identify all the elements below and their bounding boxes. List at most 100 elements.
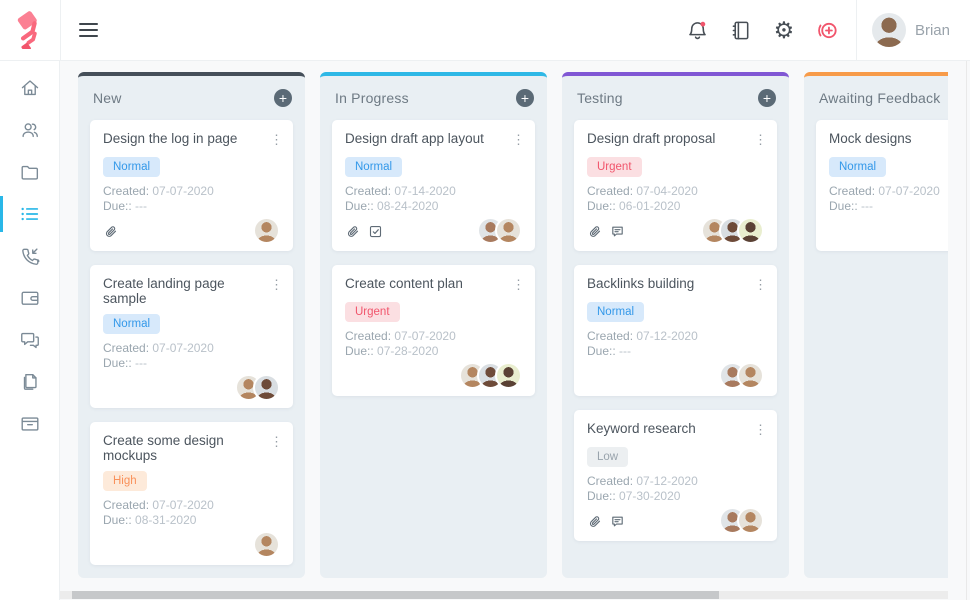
horizontal-scrollbar[interactable]: [60, 591, 970, 599]
created-date: 07-14-2020: [394, 184, 456, 198]
topbar: Brian: [0, 0, 970, 61]
due-label: Due::: [587, 344, 616, 358]
card-title: Design the log in page: [103, 131, 238, 146]
sidebar-item-chat[interactable]: [0, 319, 59, 361]
due-label: Due::: [587, 489, 616, 503]
user-name: Brian: [914, 21, 950, 39]
created-date: 07-04-2020: [636, 184, 698, 198]
notebook-icon[interactable]: [728, 17, 754, 43]
card-title: Create content plan: [345, 276, 463, 291]
priority-badge: Normal: [345, 157, 403, 177]
sidebar: [0, 60, 60, 600]
folder-icon: [21, 165, 38, 180]
notifications-bell-icon[interactable]: [685, 17, 711, 43]
user-menu[interactable]: Brian: [855, 0, 970, 60]
due-label: Due::: [345, 199, 374, 213]
comments-icon: [612, 516, 623, 527]
created-label: Created:: [103, 184, 150, 198]
home-icon: [21, 80, 38, 96]
menu-toggle-icon[interactable]: [79, 23, 98, 37]
task-card[interactable]: Mock designs Normal Created: 07-07-2020 …: [816, 120, 948, 251]
due-label: Due::: [345, 344, 374, 358]
column-in-progress: In Progress Design draft app layout Norm…: [320, 72, 547, 578]
task-card[interactable]: Design the log in page Normal Created: 0…: [90, 120, 293, 251]
card-menu-icon[interactable]: [270, 131, 280, 149]
avatar: [495, 217, 522, 244]
due-date: 08-24-2020: [377, 199, 439, 213]
task-card[interactable]: Create some design mockups High Created:…: [90, 422, 293, 565]
card-menu-icon[interactable]: [754, 131, 764, 149]
created-date: 07-07-2020: [152, 498, 214, 512]
settings-gear-icon[interactable]: [771, 17, 797, 43]
add-card-button[interactable]: [758, 89, 776, 107]
sidebar-item-documents[interactable]: [0, 361, 59, 403]
due-label: Due::: [103, 513, 132, 527]
add-card-button[interactable]: [516, 89, 534, 107]
created-date: 07-12-2020: [636, 474, 698, 488]
contacts-icon: [21, 123, 38, 138]
due-date: 08-31-2020: [135, 513, 197, 527]
archive-icon: [21, 417, 38, 431]
attachment-icon: [347, 226, 359, 237]
sidebar-item-home[interactable]: [0, 67, 59, 109]
task-card[interactable]: Backlinks building Normal Created: 07-12…: [574, 265, 777, 396]
sidebar-item-projects[interactable]: [0, 151, 59, 193]
due-date: ---: [135, 199, 148, 213]
created-label: Created:: [587, 184, 634, 198]
app-logo-icon: [17, 11, 37, 49]
sidebar-item-archive[interactable]: [0, 403, 59, 445]
task-card[interactable]: Keyword research Low Created: 07-12-2020…: [574, 410, 777, 541]
due-date: 07-30-2020: [619, 489, 681, 503]
avatar: [737, 507, 764, 534]
card-menu-icon[interactable]: [512, 131, 522, 149]
sidebar-item-tasks[interactable]: [0, 193, 59, 235]
due-label: Due::: [829, 199, 858, 213]
attachment-icon: [105, 226, 117, 237]
priority-badge: Normal: [103, 157, 161, 177]
created-date: 07-07-2020: [394, 329, 456, 343]
board-columns: New Design the log in page Normal Create…: [78, 72, 948, 582]
app-logo[interactable]: [0, 0, 61, 60]
due-label: Due::: [103, 356, 132, 370]
due-date: ---: [861, 199, 874, 213]
priority-badge: Normal: [103, 314, 161, 334]
horizontal-scrollbar-thumb[interactable]: [72, 591, 719, 599]
card-menu-icon[interactable]: [512, 276, 522, 294]
card-title: Mock designs: [829, 131, 912, 146]
due-date: ---: [135, 356, 148, 370]
card-menu-icon[interactable]: [270, 433, 280, 451]
due-label: Due::: [587, 199, 616, 213]
comments-icon: [612, 226, 623, 237]
quick-add-icon[interactable]: [814, 17, 840, 43]
created-date: 07-07-2020: [152, 184, 214, 198]
priority-badge: Urgent: [587, 157, 642, 177]
priority-badge: Low: [587, 447, 629, 467]
sidebar-item-payments[interactable]: [0, 277, 59, 319]
column-title: Testing: [577, 90, 623, 106]
avatar: [495, 362, 522, 389]
tasks-list-icon: [20, 207, 38, 221]
due-date: 06-01-2020: [619, 199, 681, 213]
add-card-button[interactable]: [274, 89, 292, 107]
task-card[interactable]: Design draft proposal Urgent Created: 07…: [574, 120, 777, 251]
card-title: Create landing page sample: [103, 276, 225, 306]
task-card[interactable]: Create content plan Urgent Created: 07-0…: [332, 265, 535, 396]
chat-icon: [20, 332, 39, 349]
due-date: 07-28-2020: [377, 344, 439, 358]
card-menu-icon[interactable]: [270, 276, 280, 294]
created-label: Created:: [103, 341, 150, 355]
avatar: [253, 374, 280, 401]
incoming-call-icon: [21, 248, 39, 265]
sidebar-item-contacts[interactable]: [0, 109, 59, 151]
sidebar-item-calls[interactable]: [0, 235, 59, 277]
created-date: 07-07-2020: [152, 341, 214, 355]
task-card[interactable]: Create landing page sample Normal Create…: [90, 265, 293, 408]
card-title: Create some design mockups: [103, 433, 224, 463]
card-menu-icon[interactable]: [754, 421, 764, 439]
created-date: 07-07-2020: [878, 184, 940, 198]
checklist-icon: [369, 225, 382, 238]
right-rail-divider: [966, 60, 967, 600]
column-testing: Testing Design draft proposal Urgent Cre…: [562, 72, 789, 578]
task-card[interactable]: Design draft app layout Normal Created: …: [332, 120, 535, 251]
card-menu-icon[interactable]: [754, 276, 764, 294]
